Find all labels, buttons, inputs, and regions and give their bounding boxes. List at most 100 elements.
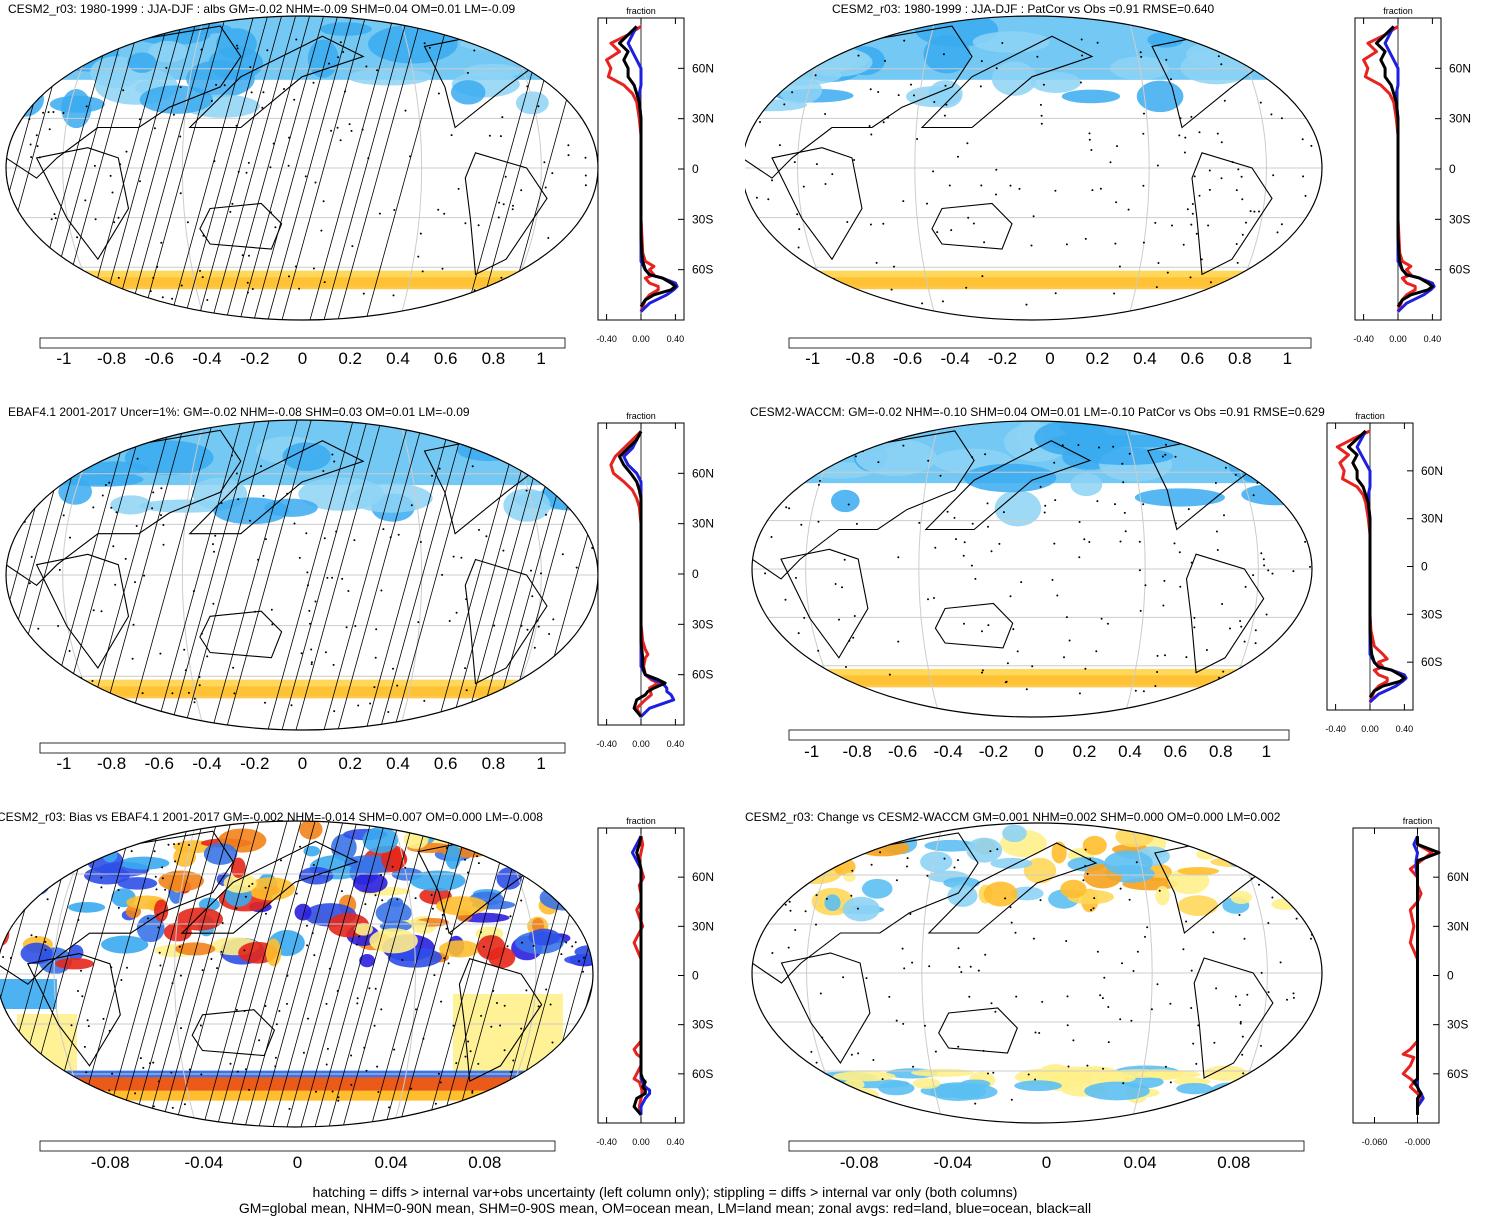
stipple-dot [139, 1057, 142, 1060]
stipple-dot [1121, 962, 1123, 965]
bias-patch [791, 859, 843, 885]
stipple-dot [315, 1090, 317, 1093]
stipple-dot [246, 281, 249, 284]
stipple-dot [152, 1105, 155, 1108]
stipple-dot [322, 470, 325, 472]
stipple-dot [306, 924, 308, 927]
bias-patch [1290, 1064, 1322, 1084]
hatch-line [230, 821, 316, 1127]
stipple-dot [537, 105, 540, 108]
stipple-dot [1134, 689, 1137, 692]
stipple-dot [125, 150, 128, 153]
stipple-dot [789, 909, 792, 912]
stipple-dot [100, 876, 103, 879]
colorbar: -1 -0.8 -0.6 -0.4 -0.2 0 0.2 0.4 0.6 0.8 1 [39, 337, 566, 368]
stipple-dot [1246, 993, 1249, 996]
colorbar-tick-label: -0.4 [192, 754, 221, 773]
stipple-dot [251, 288, 254, 290]
stipple-dot [1034, 1031, 1037, 1034]
stipple-dot [1132, 970, 1135, 972]
stipple-dot [423, 42, 426, 45]
stipple-dot [36, 145, 39, 148]
stipple-dot [796, 213, 799, 216]
stipple-dot [1092, 907, 1095, 910]
stipple-dot [342, 51, 345, 53]
stipple-dot [1169, 1002, 1172, 1005]
stipple-dot [417, 621, 420, 624]
stipple-dot [377, 1091, 380, 1093]
stipple-dot [1156, 983, 1159, 986]
stipple-dot [119, 163, 122, 166]
stipple-dot [862, 696, 865, 699]
stipple-dot [91, 680, 94, 682]
stipple-dot [1238, 1004, 1241, 1006]
colorbar-tick-label: 0.08 [468, 1153, 501, 1172]
bias-patch [0, 868, 43, 896]
stipple-dot [7, 697, 10, 700]
stipple-dot [784, 598, 787, 601]
stipple-dot [984, 453, 987, 456]
stipple-dot [965, 286, 968, 289]
stipple-dot [74, 291, 77, 294]
lat-tick-label: 30S [692, 212, 713, 226]
stipple-dot [1215, 530, 1218, 533]
zonal-frame [1352, 827, 1440, 1124]
stipple-dot [1109, 161, 1112, 164]
bias-patch [86, 826, 115, 848]
stipple-dot [350, 129, 353, 132]
stipple-dot [464, 222, 467, 225]
stipple-dot [1280, 885, 1283, 888]
south-america-outline [464, 558, 548, 685]
blue-patch [1241, 483, 1312, 506]
blue-patch [124, 440, 214, 476]
stipple-dot [1099, 187, 1102, 190]
stipple-dot [19, 476, 22, 478]
stipple-dot [537, 625, 540, 628]
stipple-dot [1208, 169, 1211, 172]
stipple-dot [1192, 1042, 1195, 1045]
stipple-dot [987, 624, 990, 627]
stipple-dot [801, 854, 804, 857]
stipple-dot [911, 961, 914, 964]
blue-patch [991, 61, 1037, 96]
stipple-dot [2, 956, 5, 958]
stipple-dot [235, 907, 238, 910]
lat-tick-label: 60S [692, 263, 713, 277]
stipple-dot [236, 47, 239, 50]
stipple-dot [167, 843, 170, 846]
stipple-dot [388, 1106, 391, 1109]
stipple-dot [162, 524, 165, 526]
stipple-dot [307, 1017, 309, 1020]
stipple-dot [932, 170, 935, 173]
stipple-dot [1139, 51, 1142, 54]
stipple-dot [153, 850, 156, 853]
stipple-dot [1190, 561, 1193, 564]
stipple-dot [773, 879, 776, 882]
stipple-dot [1267, 569, 1270, 572]
stipple-dot [1220, 141, 1223, 144]
bias-patch [102, 847, 118, 863]
hatch-line [580, 821, 593, 1127]
africa-outline [26, 953, 121, 1067]
stipple-dot [21, 866, 24, 869]
bias-patch [12, 830, 55, 847]
hatch-line [337, 16, 422, 320]
stipple-dot [332, 663, 335, 666]
bias-patch [203, 842, 238, 865]
stipple-dot [354, 625, 357, 627]
bias-patch [359, 954, 376, 968]
lat-tick-label: 0 [692, 969, 699, 983]
eurasia-west-outline [6, 429, 242, 587]
stipple-dot [798, 228, 801, 231]
stipple-dot [188, 844, 190, 846]
stipple-dot [963, 541, 966, 544]
stipple-dot [1241, 198, 1244, 201]
stipple-dot [441, 573, 444, 576]
stipple-dot [109, 174, 112, 177]
stipple-dot [1138, 540, 1141, 543]
stipple-dot [1084, 667, 1087, 670]
stipple-dot [264, 886, 267, 889]
stipple-dot [1240, 625, 1243, 628]
hatch-line [225, 420, 312, 730]
stipple-dot [235, 472, 238, 475]
